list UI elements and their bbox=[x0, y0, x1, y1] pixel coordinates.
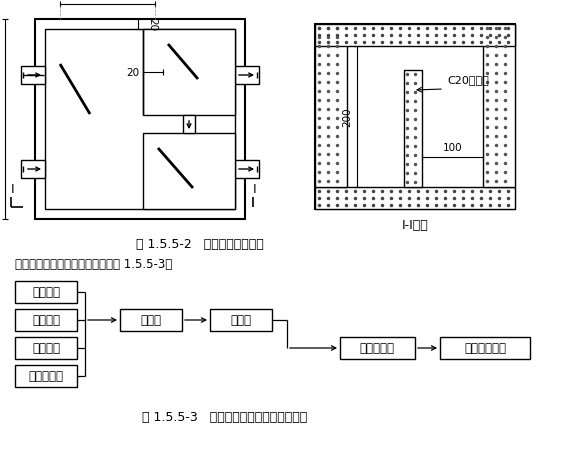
Text: 地表雨水: 地表雨水 bbox=[32, 286, 60, 299]
Bar bbox=[183, 116, 195, 134]
Bar bbox=[45, 30, 235, 210]
Text: 20: 20 bbox=[126, 68, 139, 78]
Text: I: I bbox=[11, 183, 15, 196]
Text: 100: 100 bbox=[443, 143, 462, 153]
Bar bbox=[315, 25, 515, 47]
Bar bbox=[483, 25, 515, 188]
Bar bbox=[15, 337, 77, 359]
Bar bbox=[21, 67, 45, 85]
Bar bbox=[143, 30, 235, 116]
Text: 施工地面排水系统的水流走向见图 1.5.5-3。: 施工地面排水系统的水流走向见图 1.5.5-3。 bbox=[15, 257, 172, 270]
Bar bbox=[235, 67, 259, 85]
Text: I-I剖面: I-I剖面 bbox=[402, 219, 428, 232]
Bar bbox=[235, 161, 259, 179]
Bar bbox=[315, 25, 347, 188]
Text: 图 1.5.5-3   地面排水系统水流走向示意图: 图 1.5.5-3 地面排水系统水流走向示意图 bbox=[142, 411, 308, 424]
Bar bbox=[15, 365, 77, 387]
Bar bbox=[15, 281, 77, 303]
Text: 基坑降水: 基坑降水 bbox=[32, 314, 60, 327]
Bar bbox=[210, 309, 272, 331]
Bar bbox=[315, 25, 515, 210]
Bar bbox=[404, 71, 422, 188]
Text: I: I bbox=[253, 183, 257, 196]
Bar bbox=[340, 337, 415, 359]
Text: 三级沉淀池: 三级沉淀池 bbox=[359, 342, 394, 355]
Bar bbox=[21, 161, 45, 179]
Text: C20混凝土: C20混凝土 bbox=[447, 75, 488, 85]
Text: 200: 200 bbox=[342, 107, 352, 127]
Text: 图 1.5.5-2   沉淀池结构示意图: 图 1.5.5-2 沉淀池结构示意图 bbox=[136, 238, 264, 251]
Text: 基坑明水: 基坑明水 bbox=[32, 342, 60, 355]
Text: 排水沟: 排水沟 bbox=[141, 314, 161, 327]
Text: 100: 100 bbox=[97, 0, 118, 2]
Text: 沉砂池: 沉砂池 bbox=[231, 314, 251, 327]
Bar bbox=[143, 134, 235, 210]
Bar bbox=[120, 309, 182, 331]
Bar bbox=[440, 337, 530, 359]
Text: 市政排水管道: 市政排水管道 bbox=[464, 342, 506, 355]
Bar bbox=[315, 188, 515, 210]
Text: 洗车槽污水: 洗车槽污水 bbox=[29, 369, 64, 383]
Bar bbox=[15, 309, 77, 331]
Bar bbox=[35, 20, 245, 219]
Text: 20: 20 bbox=[147, 18, 157, 32]
